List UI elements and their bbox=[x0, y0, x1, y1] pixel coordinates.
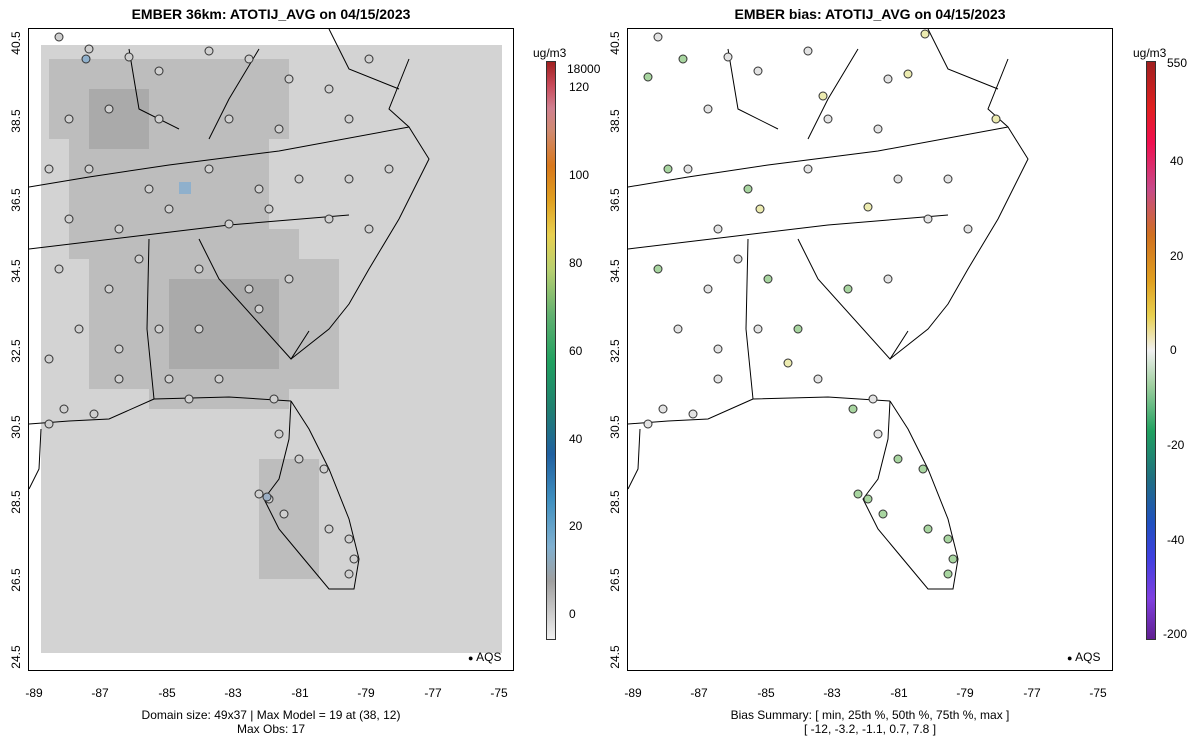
right-colorbar-label: 0 bbox=[1170, 343, 1177, 357]
lat-label: 30.5 bbox=[9, 415, 23, 439]
lon-label: -75 bbox=[1089, 686, 1107, 700]
left-aqs-legend: ● AQS bbox=[468, 650, 501, 664]
map-outlines-right bbox=[628, 29, 1029, 590]
aqs-legend-label: AQS bbox=[1075, 650, 1101, 664]
right-footer-line1: Bias Summary: [ min, 25th %, 50th %, 75t… bbox=[730, 708, 1010, 722]
lon-label: -81 bbox=[890, 686, 908, 700]
left-map-panel[interactable] bbox=[28, 28, 514, 671]
lon-label: -89 bbox=[624, 686, 642, 700]
right-map-panel[interactable] bbox=[627, 28, 1113, 671]
aqs-stations-left[interactable] bbox=[44, 32, 394, 579]
right-colorbar-label: 40 bbox=[1170, 154, 1184, 168]
lon-label: -83 bbox=[823, 686, 841, 700]
lon-label: -85 bbox=[757, 686, 775, 700]
lat-label: 32.5 bbox=[608, 339, 622, 363]
left-colorbar-label: 100 bbox=[569, 168, 590, 182]
aqs-stations-right-neg[interactable] bbox=[643, 54, 958, 579]
left-colorbar bbox=[546, 61, 556, 640]
lon-label: -77 bbox=[424, 686, 442, 700]
right-colorbar-label: -40 bbox=[1167, 533, 1185, 547]
station-high[interactable] bbox=[81, 54, 91, 64]
lon-label: -81 bbox=[291, 686, 309, 700]
right-colorbar-label: 20 bbox=[1170, 249, 1184, 263]
model-grid-cells-dark bbox=[89, 89, 279, 369]
lon-label: -83 bbox=[224, 686, 242, 700]
aqs-dot-icon: ● bbox=[1067, 653, 1073, 663]
right-footer-line2: [ -12, -3.2, -1.1, 0.7, 7.8 ] bbox=[803, 722, 937, 736]
lat-label: 28.5 bbox=[9, 490, 23, 514]
aqs-stations-right-neutral[interactable] bbox=[643, 32, 973, 439]
lat-label: 36.5 bbox=[9, 188, 23, 212]
lat-label: 24.5 bbox=[608, 645, 622, 669]
model-max-cell bbox=[179, 182, 191, 194]
lat-label: 28.5 bbox=[608, 490, 622, 514]
lon-label: -79 bbox=[956, 686, 974, 700]
lat-label: 26.5 bbox=[608, 568, 622, 592]
lat-label: 40.5 bbox=[608, 31, 622, 55]
left-map-svg bbox=[29, 29, 502, 653]
left-colorbar-label: 40 bbox=[569, 432, 583, 446]
left-colorbar-label: 18000 bbox=[567, 62, 601, 76]
lon-label: -89 bbox=[25, 686, 43, 700]
left-footer-line1: Domain size: 49x37 | Max Model = 19 at (… bbox=[141, 708, 401, 722]
lon-label: -75 bbox=[490, 686, 508, 700]
aqs-legend-label: AQS bbox=[476, 650, 502, 664]
lat-label: 24.5 bbox=[9, 645, 23, 669]
right-aqs-legend: ● AQS bbox=[1067, 650, 1100, 664]
lon-label: -87 bbox=[690, 686, 708, 700]
right-map-svg bbox=[628, 29, 1029, 590]
lon-label: -79 bbox=[357, 686, 375, 700]
lat-label: 32.5 bbox=[9, 339, 23, 363]
right-colorbar-label: -200 bbox=[1163, 627, 1188, 641]
station-high-fl[interactable] bbox=[262, 492, 272, 502]
map-outlines bbox=[29, 29, 430, 590]
left-footer-line2: Max Obs: 17 bbox=[236, 722, 306, 736]
lat-label: 38.5 bbox=[9, 109, 23, 133]
right-colorbar bbox=[1146, 61, 1156, 640]
right-colorbar-label: -20 bbox=[1167, 438, 1185, 452]
lon-label: -85 bbox=[158, 686, 176, 700]
aqs-stations-right-pos[interactable] bbox=[755, 29, 1001, 368]
left-colorbar-label: 60 bbox=[569, 344, 583, 358]
lat-label: 34.5 bbox=[9, 259, 23, 283]
lat-label: 40.5 bbox=[9, 31, 23, 55]
lat-label: 30.5 bbox=[608, 415, 622, 439]
lon-label: -77 bbox=[1023, 686, 1041, 700]
lat-label: 36.5 bbox=[608, 188, 622, 212]
right-colorbar-unit: ug/m3 bbox=[1133, 46, 1167, 60]
left-colorbar-label: 20 bbox=[569, 519, 583, 533]
left-colorbar-label: 120 bbox=[569, 80, 590, 94]
lon-label: -87 bbox=[91, 686, 109, 700]
left-colorbar-label: 80 bbox=[569, 256, 583, 270]
left-colorbar-unit: ug/m3 bbox=[533, 46, 567, 60]
lat-label: 26.5 bbox=[9, 568, 23, 592]
right-map-title: EMBER bias: ATOTIJ_AVG on 04/15/2023 bbox=[734, 6, 1006, 22]
aqs-dot-icon: ● bbox=[468, 653, 474, 663]
left-colorbar-label: 0 bbox=[569, 607, 576, 621]
right-colorbar-label: 550 bbox=[1167, 56, 1188, 70]
left-map-title: EMBER 36km: ATOTIJ_AVG on 04/15/2023 bbox=[131, 6, 411, 22]
lat-label: 34.5 bbox=[608, 259, 622, 283]
lat-label: 38.5 bbox=[608, 109, 622, 133]
